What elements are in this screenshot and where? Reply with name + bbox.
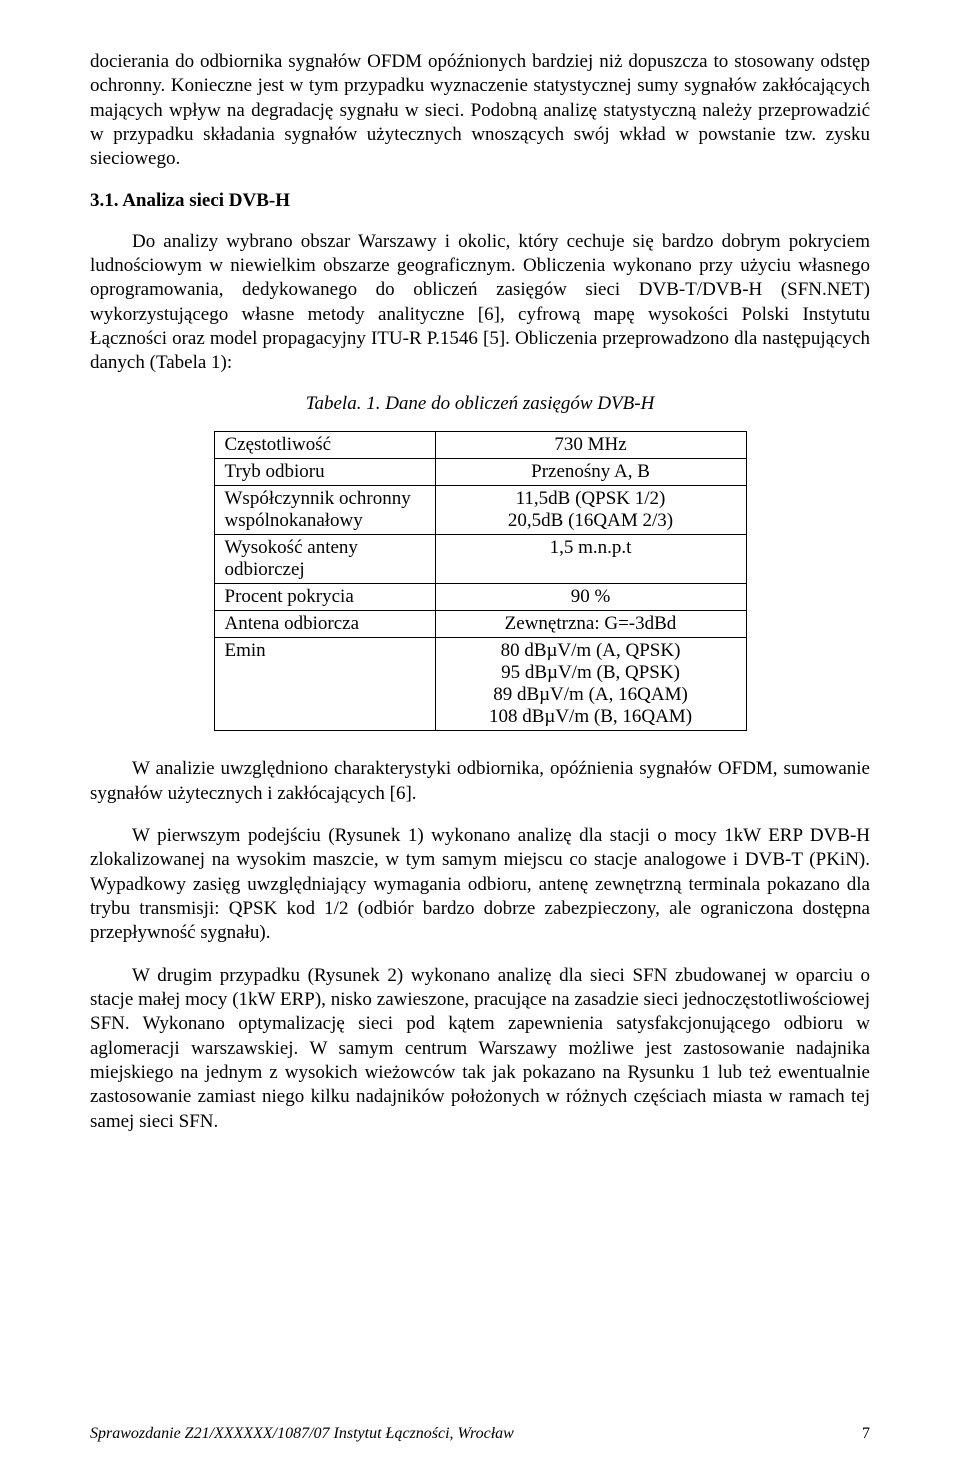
paragraph-intro: docierania do odbiornika sygnałów OFDM o… xyxy=(90,50,870,172)
table-row: Emin80 dBµV/m (A, QPSK)95 dBµV/m (B, QPS… xyxy=(214,638,746,731)
table-cell-label: Wysokość anteny odbiorczej xyxy=(214,535,435,584)
page-footer: Sprawozdanie Z21/XXXXXX/1087/07 Instytut… xyxy=(90,1425,870,1443)
table-cell-label: Tryb odbioru xyxy=(214,459,435,486)
paragraph-p4: W pierwszym podejściu (Rysunek 1) wykona… xyxy=(90,824,870,946)
table-cell-label: Procent pokrycia xyxy=(214,584,435,611)
table-cell-value: 1,5 m.n.p.t xyxy=(435,535,746,584)
table-cell-label: Częstotliwość xyxy=(214,432,435,459)
footer-report-id: Sprawozdanie Z21/XXXXXX/1087/07 Instytut… xyxy=(90,1425,514,1443)
document-page: docierania do odbiornika sygnałów OFDM o… xyxy=(0,0,960,1473)
table-row: Współczynnik ochronny wspólnokanałowy11,… xyxy=(214,486,746,535)
table-cell-label: Antena odbiorcza xyxy=(214,611,435,638)
table-cell-value: Przenośny A, B xyxy=(435,459,746,486)
table-row: Procent pokrycia90 % xyxy=(214,584,746,611)
section-heading-3-1: 3.1. Analiza sieci DVB-H xyxy=(90,190,870,212)
table-row: Częstotliwość730 MHz xyxy=(214,432,746,459)
footer-page-number: 7 xyxy=(862,1425,870,1443)
table-row: Wysokość anteny odbiorczej1,5 m.n.p.t xyxy=(214,535,746,584)
table-cell-value: 730 MHz xyxy=(435,432,746,459)
table-row: Antena odbiorczaZewnętrzna: G=-3dBd xyxy=(214,611,746,638)
paragraph-p3: W analizie uwzględniono charakterystyki … xyxy=(90,757,870,806)
table-cell-value: 11,5dB (QPSK 1/2)20,5dB (16QAM 2/3) xyxy=(435,486,746,535)
paragraph-analysis: Do analizy wybrano obszar Warszawy i oko… xyxy=(90,230,870,376)
table-cell-label: Współczynnik ochronny wspólnokanałowy xyxy=(214,486,435,535)
paragraph-p5: W drugim przypadku (Rysunek 2) wykonano … xyxy=(90,964,870,1134)
table-row: Tryb odbioruPrzenośny A, B xyxy=(214,459,746,486)
table-cell-label: Emin xyxy=(214,638,435,731)
dvbh-parameters-table: Częstotliwość730 MHzTryb odbioruPrzenośn… xyxy=(214,431,747,731)
table-caption: Tabela. 1. Dane do obliczeń zasięgów DVB… xyxy=(90,393,870,415)
table-cell-value: Zewnętrzna: G=-3dBd xyxy=(435,611,746,638)
table-body: Częstotliwość730 MHzTryb odbioruPrzenośn… xyxy=(214,432,746,731)
table-cell-value: 80 dBµV/m (A, QPSK)95 dBµV/m (B, QPSK)89… xyxy=(435,638,746,731)
table-cell-value: 90 % xyxy=(435,584,746,611)
